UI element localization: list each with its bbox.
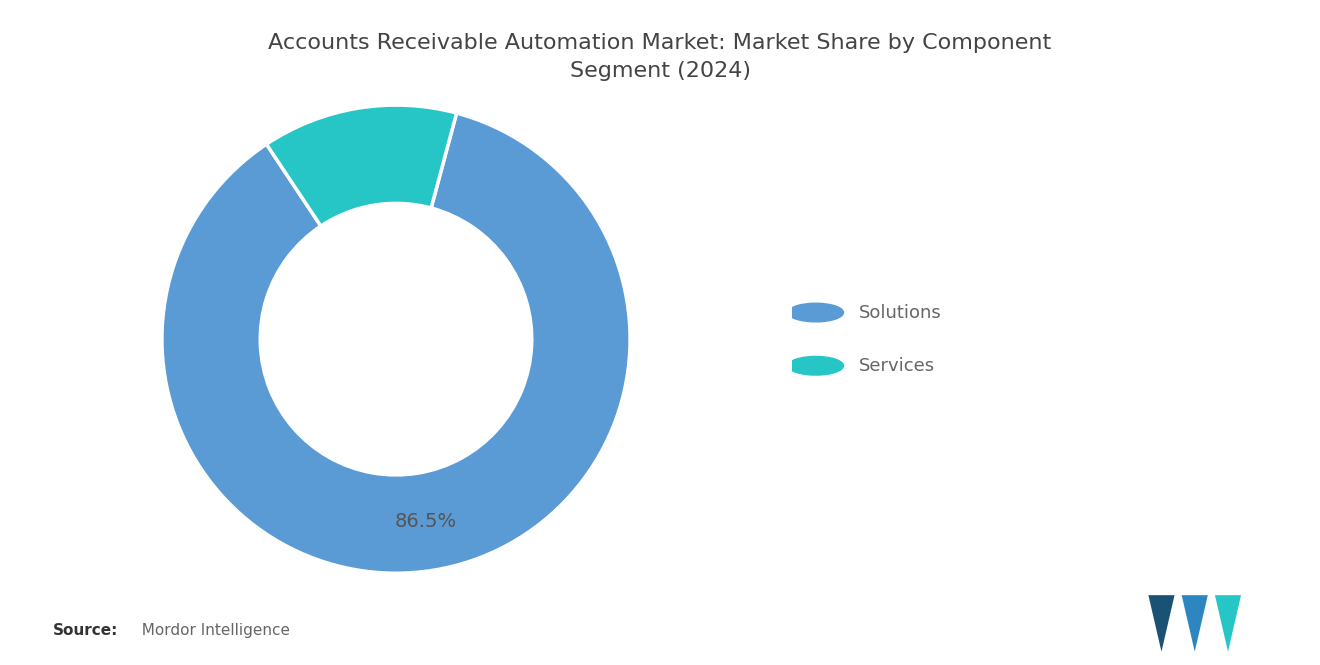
Text: Mordor Intelligence: Mordor Intelligence: [132, 623, 290, 638]
Circle shape: [788, 303, 843, 322]
Wedge shape: [162, 113, 630, 573]
Text: Accounts Receivable Automation Market: Market Share by Component
Segment (2024): Accounts Receivable Automation Market: M…: [268, 33, 1052, 81]
Polygon shape: [1148, 595, 1175, 652]
Wedge shape: [267, 105, 457, 226]
Text: 86.5%: 86.5%: [395, 512, 457, 531]
Circle shape: [260, 203, 532, 475]
Text: Solutions: Solutions: [859, 303, 942, 322]
Polygon shape: [1181, 595, 1208, 652]
Text: Services: Services: [859, 356, 936, 375]
Circle shape: [788, 356, 843, 375]
Polygon shape: [1214, 595, 1241, 652]
Text: Source:: Source:: [53, 623, 119, 638]
